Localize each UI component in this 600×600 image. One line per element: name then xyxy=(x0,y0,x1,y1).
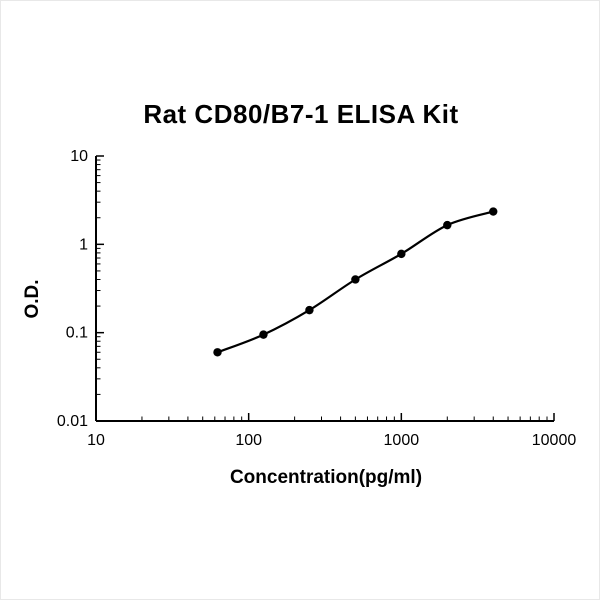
data-point xyxy=(489,207,498,216)
data-point xyxy=(305,305,314,315)
y-tick-label: 0.01 xyxy=(57,413,88,430)
data-point xyxy=(351,275,360,284)
y-axis-label: O.D. xyxy=(22,279,43,319)
x-tick-label: 10000 xyxy=(532,432,577,449)
y-tick-label: 0.1 xyxy=(66,325,88,342)
y-tick-label: 10 xyxy=(70,148,88,165)
x-tick-label: 100 xyxy=(235,432,262,449)
y-tick-label: 1 xyxy=(79,236,88,253)
data-point xyxy=(397,249,406,259)
data-point xyxy=(259,330,268,339)
data-point xyxy=(443,220,452,230)
x-tick-label: 10 xyxy=(87,432,105,449)
chart-title: Rat CD80/B7-1 ELISA Kit xyxy=(143,99,459,129)
x-axis-label: Concentration(pg/ml) xyxy=(229,467,423,488)
data-point xyxy=(213,348,222,357)
x-tick-label: 1000 xyxy=(384,432,420,449)
